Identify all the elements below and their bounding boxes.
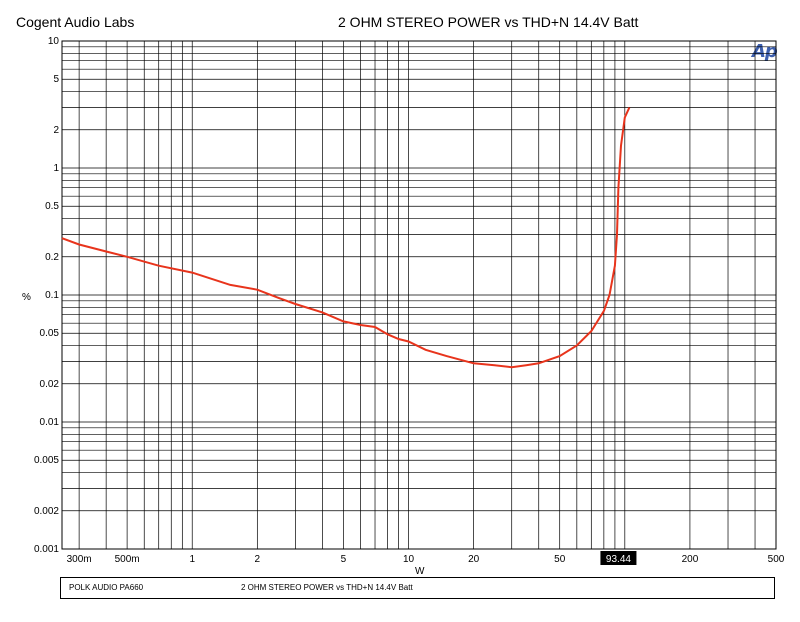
y-tick-label: 1 xyxy=(53,163,59,174)
x-tick-label: 500 xyxy=(768,554,785,565)
y-tick-label: 0.001 xyxy=(34,544,59,555)
footer-title: 2 OHM STEREO POWER vs THD+N 14.4V Batt xyxy=(241,583,413,592)
y-axis-ticks: 10 5 2 1 0.5 0.2 0.1 0.05 0.02 0.01 0.005 0.002 0.00… xyxy=(34,36,59,555)
x-tick-label: 20 xyxy=(468,554,480,565)
thd-series-line xyxy=(61,106,631,369)
y-tick-label: 0.5 xyxy=(45,201,59,212)
footer-bar: POLK AUDIO PA660 2 OHM STEREO POWER vs T… xyxy=(60,577,775,599)
x-tick-label: 300m xyxy=(67,554,92,565)
footer-model: POLK AUDIO PA660 xyxy=(69,583,144,592)
y-tick-label: 5 xyxy=(53,74,59,85)
y-axis-label: % xyxy=(22,292,31,303)
chart-grid xyxy=(62,40,777,550)
y-tick-label: 0.002 xyxy=(34,506,59,517)
x-tick-label: 500m xyxy=(115,554,140,565)
y-tick-label: 0.005 xyxy=(34,455,59,466)
x-tick-label: 5 xyxy=(341,554,347,565)
y-tick-label: 0.01 xyxy=(40,417,60,428)
x-tick-label: 2 xyxy=(255,554,261,565)
chart-title: 2 OHM STEREO POWER vs THD+N 14.4V Batt xyxy=(338,14,639,30)
cursor-marker-label: 93.44 xyxy=(606,554,631,565)
x-tick-label: 10 xyxy=(403,554,415,565)
x-axis-ticks: 300m 500m 1 2 5 10 20 50 200 500 xyxy=(67,554,785,565)
y-tick-label: 0.02 xyxy=(40,379,60,390)
brand-title: Cogent Audio Labs xyxy=(16,14,135,30)
y-tick-label: 0.05 xyxy=(40,328,60,339)
y-tick-label: 10 xyxy=(48,36,60,47)
y-tick-label: 0.1 xyxy=(45,290,59,301)
x-tick-label: 200 xyxy=(682,554,699,565)
y-tick-label: 0.2 xyxy=(45,252,59,263)
x-tick-label: 50 xyxy=(554,554,566,565)
plot-frame xyxy=(61,40,777,550)
thd-chart: 10 5 2 1 0.5 0.2 0.1 0.05 0.02 0.01 0.005 0.002 0.00… xyxy=(22,36,785,575)
y-tick-label: 2 xyxy=(53,125,59,136)
x-axis-label: W xyxy=(415,566,425,575)
cursor-marker: 93.44 xyxy=(600,551,637,565)
cursor-marker-box xyxy=(600,551,637,565)
ap-logo: Ap xyxy=(752,41,778,62)
x-tick-label: 1 xyxy=(189,554,195,565)
